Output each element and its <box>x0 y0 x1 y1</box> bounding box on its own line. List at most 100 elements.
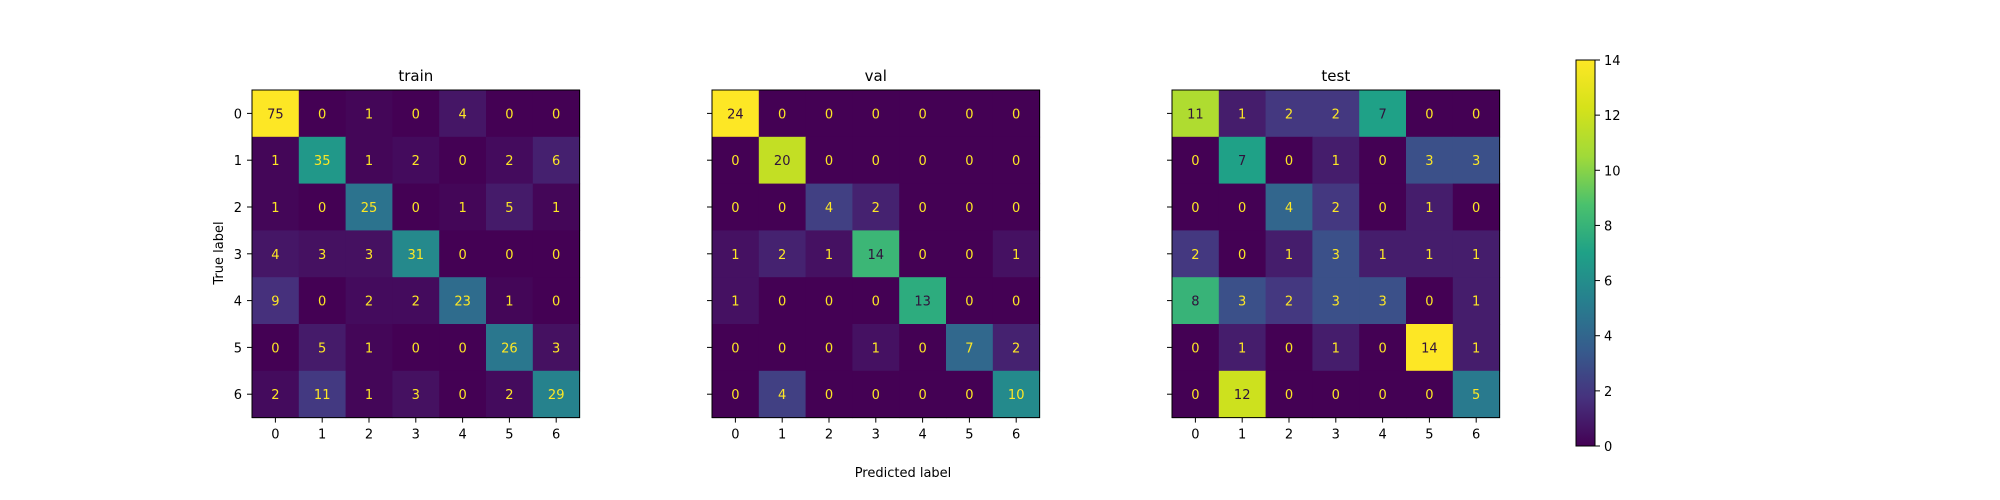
cell-value: 1 <box>1238 341 1246 356</box>
cell-value: 0 <box>1238 201 1246 216</box>
x-axis-label: Predicted label <box>855 466 952 481</box>
cell-value: 2 <box>872 201 880 216</box>
cell-value: 0 <box>458 341 466 356</box>
cell-value: 0 <box>965 295 973 310</box>
cell-value: 1 <box>1285 248 1293 263</box>
cell-value: 26 <box>501 341 518 356</box>
cell <box>392 90 440 138</box>
x-tick-label: 6 <box>552 428 560 443</box>
cell <box>852 183 900 231</box>
cell <box>712 136 760 185</box>
cell-value: 1 <box>731 295 739 310</box>
cell-value: 1 <box>365 107 373 122</box>
y-tick-label: 5 <box>234 341 242 356</box>
cell <box>392 324 440 372</box>
cell-value: 0 <box>458 388 466 403</box>
cell-value: 1 <box>1472 341 1480 356</box>
cell <box>1218 183 1267 231</box>
cell <box>899 183 947 231</box>
cell-value: 5 <box>505 201 513 216</box>
x-tick-label: 1 <box>778 428 786 443</box>
y-tick-label: 4 <box>234 295 242 310</box>
x-tick-label: 3 <box>1332 428 1340 443</box>
cell <box>992 277 1041 325</box>
cell <box>486 90 534 138</box>
cell-value: 2 <box>1285 295 1293 310</box>
cell <box>392 370 440 419</box>
y-tick-label: 3 <box>234 248 242 263</box>
cell <box>852 370 900 419</box>
cell-value: 0 <box>552 248 560 263</box>
cell-value: 0 <box>1472 201 1480 216</box>
cell <box>392 277 440 325</box>
cell <box>1452 230 1501 278</box>
cell <box>345 183 393 231</box>
cell-value: 0 <box>1378 154 1386 169</box>
cell-value: 3 <box>1332 295 1340 310</box>
cell <box>1359 230 1407 278</box>
cell-value: 0 <box>965 107 973 122</box>
cell-value: 24 <box>727 107 744 122</box>
cell-value: 3 <box>412 388 420 403</box>
cell <box>1265 230 1313 278</box>
cell <box>852 90 900 138</box>
cell <box>1359 370 1407 419</box>
cell <box>758 136 807 185</box>
cell <box>1312 90 1360 138</box>
x-tick-label: 1 <box>318 428 326 443</box>
cell <box>946 277 994 325</box>
panel-title: val <box>865 67 887 85</box>
cell <box>1218 277 1267 325</box>
cell <box>1265 370 1313 419</box>
cell-value: 35 <box>314 154 331 169</box>
cell-value: 0 <box>1425 107 1433 122</box>
cell <box>712 183 760 231</box>
cell-value: 0 <box>1191 201 1199 216</box>
x-tick-label: 3 <box>412 428 420 443</box>
cell-value: 0 <box>778 295 786 310</box>
cell-value: 0 <box>1012 201 1020 216</box>
cell-value: 0 <box>1425 388 1433 403</box>
cell-value: 13 <box>914 295 931 310</box>
cell <box>1218 136 1267 185</box>
cell-value: 1 <box>552 201 560 216</box>
cell-value: 1 <box>1472 248 1480 263</box>
cell <box>758 370 807 419</box>
cell <box>1172 370 1220 419</box>
cell <box>439 370 487 419</box>
cell-value: 0 <box>1378 201 1386 216</box>
x-tick-label: 0 <box>731 428 739 443</box>
cell <box>992 90 1041 138</box>
cell <box>1406 230 1454 278</box>
colorbar-tick-label: 12 <box>1604 109 1621 124</box>
cell <box>852 230 900 278</box>
colorbar: 0 2 4 6 8 10 12 14 <box>1575 54 1621 455</box>
cell-value: 11 <box>314 388 331 403</box>
cell-value: 3 <box>1472 154 1480 169</box>
cell-value: 0 <box>1012 295 1020 310</box>
cell <box>946 370 994 419</box>
cell-value: 0 <box>965 388 973 403</box>
cell <box>852 277 900 325</box>
cell <box>899 277 947 325</box>
cell <box>1312 277 1360 325</box>
cell <box>1265 90 1313 138</box>
cell <box>946 230 994 278</box>
cell <box>439 230 487 278</box>
cell <box>532 183 581 231</box>
cell <box>1218 324 1267 372</box>
cell-value: 0 <box>1191 341 1199 356</box>
cell-value: 2 <box>271 388 279 403</box>
cell-value: 4 <box>458 107 466 122</box>
colorbar-tick-label: 2 <box>1604 385 1612 400</box>
cell <box>486 230 534 278</box>
cell <box>252 230 300 278</box>
x-tick-label: 5 <box>505 428 513 443</box>
cell-value: 0 <box>918 201 926 216</box>
cell <box>1265 136 1313 185</box>
cell <box>1359 277 1407 325</box>
cell-value: 0 <box>825 341 833 356</box>
cell-value: 2 <box>365 295 373 310</box>
cell-value: 0 <box>552 295 560 310</box>
